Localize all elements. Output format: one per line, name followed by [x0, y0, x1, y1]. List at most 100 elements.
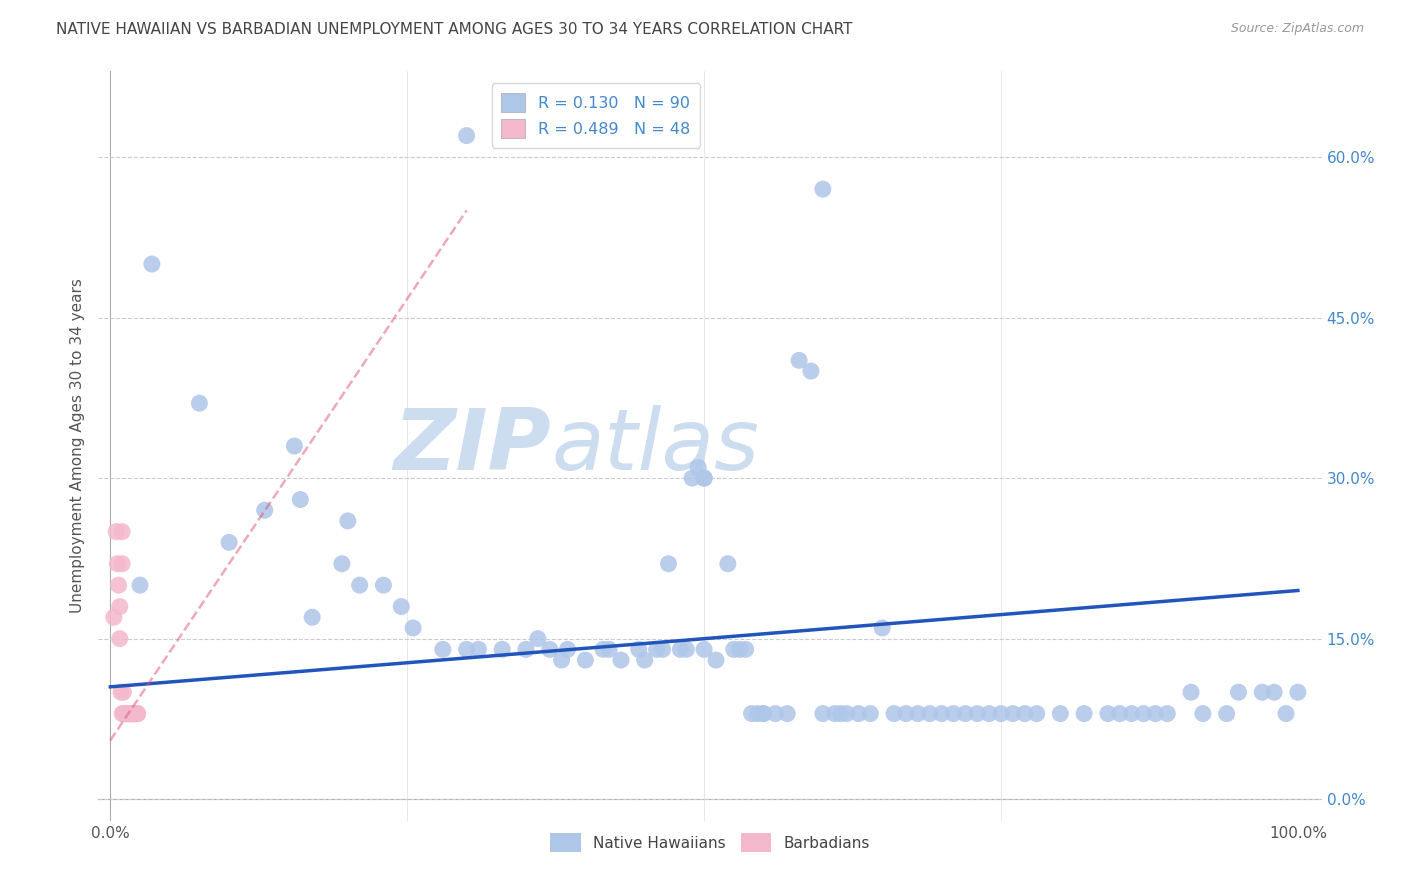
- Point: [1025, 706, 1047, 721]
- Point: [515, 642, 537, 657]
- Point: [811, 706, 834, 721]
- Point: [776, 706, 799, 721]
- Point: [117, 706, 139, 721]
- Point: [693, 471, 716, 485]
- Point: [1121, 706, 1143, 721]
- Point: [114, 706, 136, 721]
- Point: [283, 439, 305, 453]
- Point: [349, 578, 371, 592]
- Point: [752, 706, 775, 721]
- Point: [373, 578, 395, 592]
- Point: [301, 610, 323, 624]
- Point: [717, 557, 740, 571]
- Point: [122, 706, 145, 721]
- Point: [752, 706, 775, 721]
- Point: [114, 706, 136, 721]
- Point: [117, 706, 139, 721]
- Point: [990, 706, 1012, 721]
- Point: [574, 653, 596, 667]
- Point: [125, 706, 148, 721]
- Point: [253, 503, 276, 517]
- Point: [112, 685, 135, 699]
- Point: [1097, 706, 1119, 721]
- Point: [1286, 685, 1309, 699]
- Point: [1049, 706, 1071, 721]
- Point: [491, 642, 513, 657]
- Point: [800, 364, 823, 378]
- Point: [105, 524, 128, 539]
- Point: [121, 706, 143, 721]
- Point: [402, 621, 425, 635]
- Point: [1180, 685, 1202, 699]
- Point: [107, 557, 129, 571]
- Point: [651, 642, 673, 657]
- Point: [592, 642, 614, 657]
- Point: [336, 514, 359, 528]
- Point: [763, 706, 786, 721]
- Point: [723, 642, 745, 657]
- Point: [122, 706, 145, 721]
- Point: [977, 706, 1000, 721]
- Point: [118, 706, 141, 721]
- Point: [848, 706, 870, 721]
- Point: [1001, 706, 1024, 721]
- Point: [1227, 685, 1250, 699]
- Point: [120, 706, 142, 721]
- Point: [110, 685, 132, 699]
- Point: [1192, 706, 1215, 721]
- Point: [835, 706, 858, 721]
- Point: [883, 706, 905, 721]
- Point: [103, 610, 125, 624]
- Point: [627, 642, 650, 657]
- Legend: Native Hawaiians, Barbadians: Native Hawaiians, Barbadians: [544, 827, 876, 858]
- Point: [117, 706, 139, 721]
- Point: [112, 706, 135, 721]
- Point: [1073, 706, 1095, 721]
- Point: [918, 706, 941, 721]
- Point: [859, 706, 882, 721]
- Point: [108, 599, 131, 614]
- Point: [693, 471, 716, 485]
- Point: [688, 460, 710, 475]
- Point: [675, 642, 697, 657]
- Point: [124, 706, 146, 721]
- Point: [824, 706, 846, 721]
- Point: [681, 471, 703, 485]
- Point: [747, 706, 769, 721]
- Point: [120, 706, 142, 721]
- Point: [117, 706, 139, 721]
- Point: [122, 706, 145, 721]
- Point: [114, 706, 136, 721]
- Point: [127, 706, 149, 721]
- Point: [121, 706, 143, 721]
- Point: [966, 706, 988, 721]
- Point: [811, 182, 834, 196]
- Point: [122, 706, 145, 721]
- Point: [124, 706, 146, 721]
- Point: [728, 642, 751, 657]
- Point: [121, 706, 143, 721]
- Text: ZIP: ZIP: [394, 404, 551, 488]
- Point: [115, 706, 138, 721]
- Point: [121, 706, 143, 721]
- Point: [557, 642, 579, 657]
- Point: [894, 706, 917, 721]
- Point: [955, 706, 977, 721]
- Point: [124, 706, 146, 721]
- Point: [741, 706, 763, 721]
- Point: [330, 557, 353, 571]
- Text: NATIVE HAWAIIAN VS BARBADIAN UNEMPLOYMENT AMONG AGES 30 TO 34 YEARS CORRELATION : NATIVE HAWAIIAN VS BARBADIAN UNEMPLOYMEN…: [56, 22, 853, 37]
- Point: [669, 642, 692, 657]
- Point: [1156, 706, 1178, 721]
- Point: [111, 524, 134, 539]
- Point: [129, 578, 152, 592]
- Point: [907, 706, 929, 721]
- Point: [870, 621, 893, 635]
- Point: [118, 706, 141, 721]
- Point: [598, 642, 620, 657]
- Point: [432, 642, 454, 657]
- Point: [1215, 706, 1237, 721]
- Point: [704, 653, 727, 667]
- Point: [111, 557, 134, 571]
- Point: [125, 706, 148, 721]
